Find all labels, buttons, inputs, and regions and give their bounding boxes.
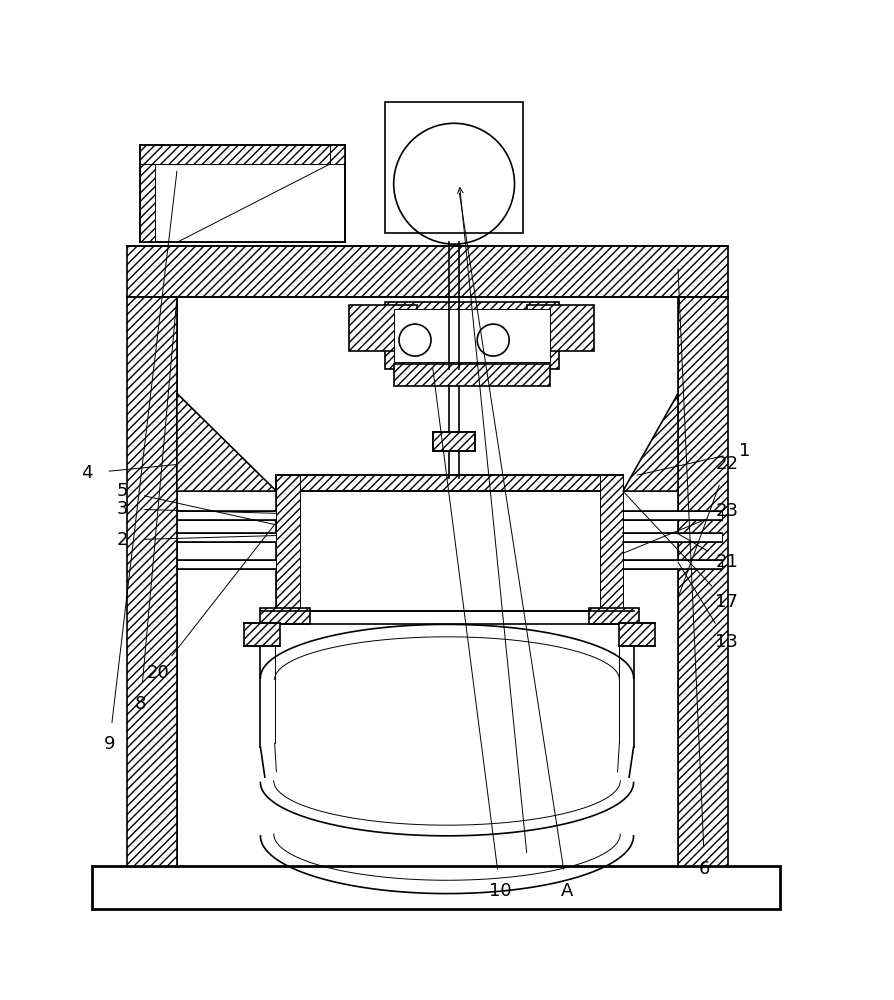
Text: 5: 5 — [117, 482, 129, 500]
Text: 6: 6 — [699, 860, 711, 878]
Bar — [589, 608, 639, 624]
Bar — [620, 623, 655, 646]
Bar — [127, 246, 728, 297]
Text: 21: 21 — [715, 553, 738, 571]
Text: 20: 20 — [147, 664, 170, 682]
Bar — [433, 432, 476, 451]
Text: 1: 1 — [739, 442, 750, 460]
Bar — [350, 305, 417, 351]
Text: 9: 9 — [104, 735, 115, 753]
Text: 23: 23 — [715, 502, 738, 520]
Bar — [678, 297, 728, 866]
Bar — [623, 511, 722, 520]
Polygon shape — [623, 393, 678, 491]
Bar — [127, 297, 177, 866]
Bar — [177, 533, 276, 542]
Bar — [140, 164, 155, 242]
Text: 8: 8 — [135, 695, 147, 713]
Bar — [393, 364, 550, 386]
Bar — [276, 491, 623, 611]
Bar — [384, 102, 522, 233]
Text: 4: 4 — [81, 464, 93, 482]
Bar — [393, 309, 550, 362]
Bar — [384, 302, 559, 369]
Text: 17: 17 — [715, 593, 738, 611]
Bar — [623, 533, 722, 542]
Bar — [276, 475, 623, 491]
Text: 3: 3 — [117, 500, 129, 518]
Bar — [276, 475, 299, 611]
Bar — [244, 623, 280, 646]
Bar — [580, 475, 623, 491]
Bar — [527, 305, 595, 351]
Text: 13: 13 — [715, 633, 738, 651]
Bar — [140, 145, 345, 164]
Text: A: A — [561, 882, 573, 900]
Bar — [600, 475, 623, 611]
Text: 10: 10 — [489, 882, 511, 900]
Bar — [91, 866, 780, 909]
Polygon shape — [177, 393, 276, 491]
Bar — [276, 475, 319, 491]
Bar — [140, 145, 345, 242]
Text: 22: 22 — [715, 455, 738, 473]
Text: 2: 2 — [117, 531, 129, 549]
Bar — [177, 511, 276, 520]
Bar — [623, 560, 722, 569]
Bar — [177, 560, 276, 569]
Bar — [260, 608, 310, 624]
